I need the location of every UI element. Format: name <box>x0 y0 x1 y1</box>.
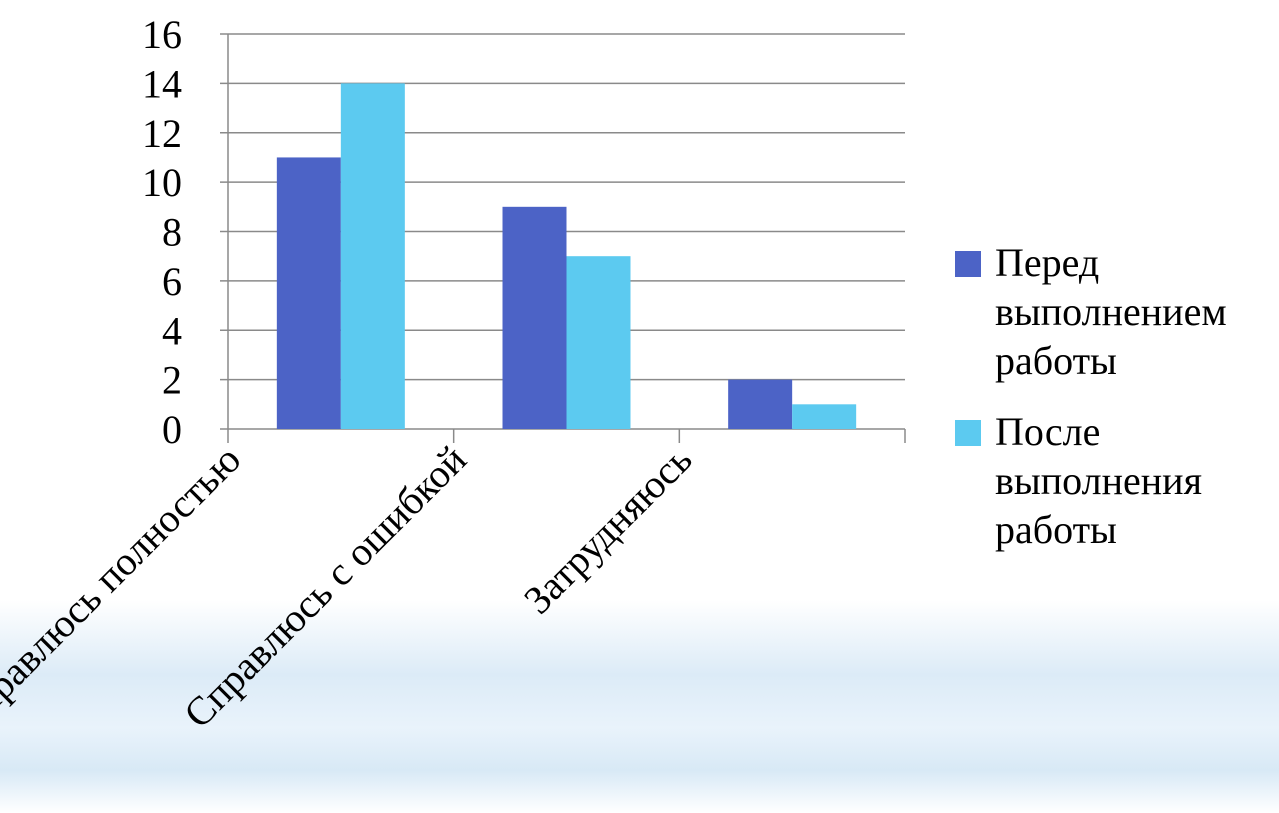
bar-before <box>276 157 341 429</box>
background-gradient-band <box>0 600 1279 813</box>
y-tick-label: 10 <box>142 160 182 205</box>
bar-after <box>340 83 405 429</box>
y-tick-label: 12 <box>142 111 182 156</box>
legend-label-line: работы <box>995 338 1117 383</box>
chart-legend: Перед выполнением работы После выполнени… <box>955 238 1275 576</box>
bar-before <box>502 206 567 429</box>
bar-after <box>566 256 631 429</box>
x-category-label: Затрудняюсь <box>515 437 701 623</box>
legend-label-line: выполнения <box>995 458 1202 503</box>
legend-label-line: работы <box>995 507 1117 552</box>
y-tick-label: 4 <box>162 308 182 353</box>
y-tick-label: 14 <box>142 61 182 106</box>
legend-swatch-after <box>955 420 981 446</box>
y-tick-label: 2 <box>162 358 182 403</box>
y-tick-label: 6 <box>162 259 182 304</box>
y-tick-label: 0 <box>162 407 182 452</box>
y-tick-label: 16 <box>142 12 182 57</box>
legend-label-line: Перед <box>995 240 1100 285</box>
bar-after <box>792 404 857 429</box>
legend-item-before: Перед выполнением работы <box>955 238 1275 385</box>
legend-item-after: После выполнения работы <box>955 407 1275 554</box>
y-tick-label: 8 <box>162 210 182 255</box>
bar-before <box>728 379 793 429</box>
legend-label-line: После <box>995 409 1101 454</box>
legend-swatch-before <box>955 251 981 277</box>
legend-label-line: выполнением <box>995 289 1227 334</box>
